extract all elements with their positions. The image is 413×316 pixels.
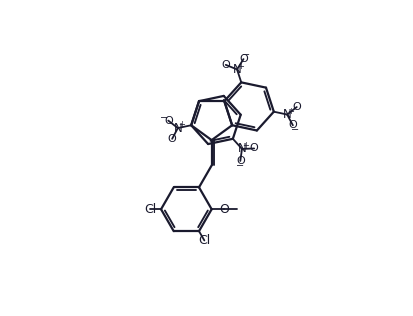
Text: N: N [173, 122, 182, 135]
Text: −: − [242, 50, 250, 60]
Text: O: O [292, 102, 301, 112]
Text: +: + [242, 141, 249, 150]
Text: O: O [250, 143, 259, 154]
Text: −: − [235, 161, 244, 171]
Text: +: + [237, 62, 244, 70]
Text: O: O [236, 156, 244, 166]
Text: N: N [283, 108, 292, 121]
Text: Cl: Cl [198, 234, 211, 247]
Text: O: O [221, 60, 230, 70]
Text: O: O [289, 120, 297, 130]
Text: −: − [291, 125, 299, 135]
Text: O: O [164, 116, 173, 125]
Text: +: + [178, 120, 185, 129]
Text: N: N [233, 63, 242, 76]
Text: +: + [287, 106, 294, 116]
Text: −: − [160, 112, 169, 123]
Text: Cl: Cl [144, 203, 157, 216]
Text: O: O [219, 203, 229, 216]
Text: O: O [239, 54, 248, 64]
Text: N: N [237, 143, 247, 155]
Text: O: O [168, 134, 176, 144]
